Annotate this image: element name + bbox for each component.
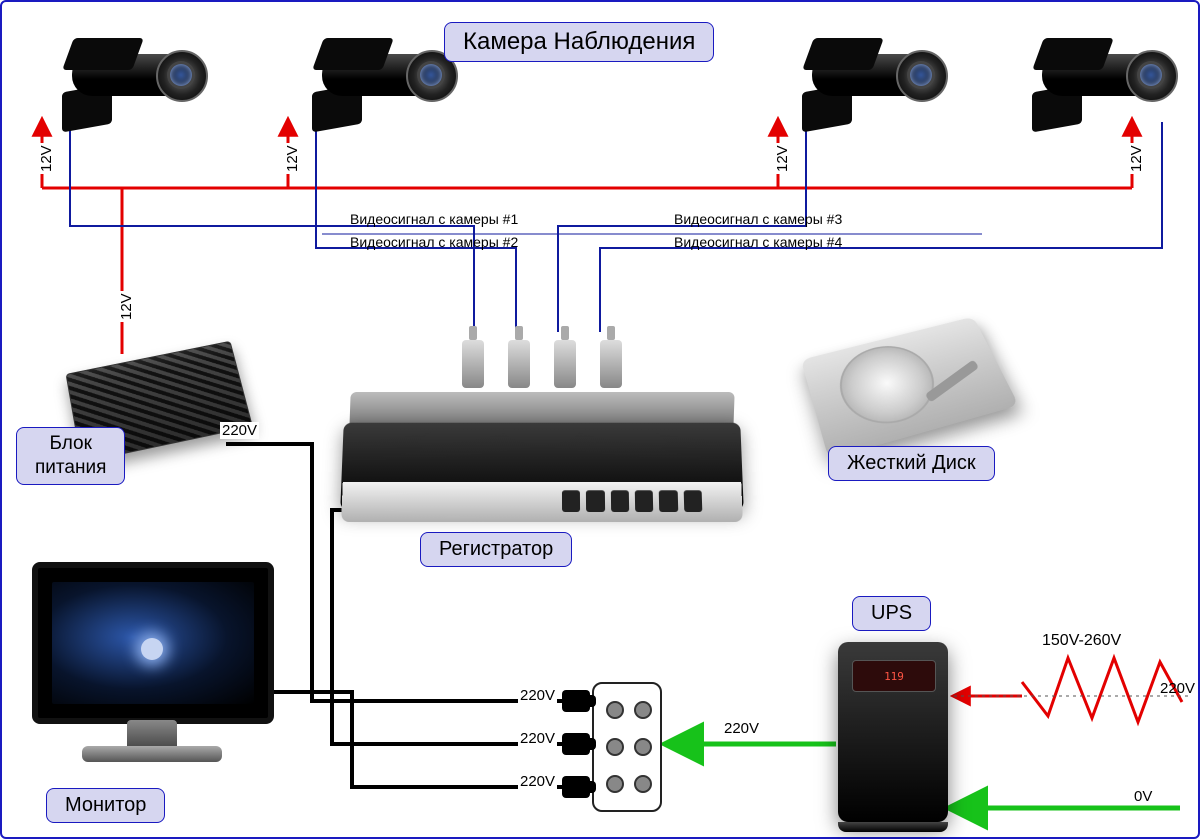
label-hdd: Жесткий Диск	[828, 446, 995, 481]
plug-1	[562, 690, 590, 712]
hard-disk	[812, 322, 1002, 442]
ups-display: 119	[852, 660, 936, 692]
power-strip	[592, 682, 662, 812]
camera-1	[42, 20, 212, 130]
label-12v-cam3: 12V	[774, 143, 791, 174]
camera-3	[782, 20, 952, 130]
label-ups-mid: 220V	[1158, 680, 1197, 697]
label-12v-psu-out: 12V	[118, 291, 135, 322]
label-strip-220v-3: 220V	[518, 773, 557, 790]
monitor	[32, 562, 272, 762]
label-dvr: Регистратор	[420, 532, 572, 567]
label-monitor: Монитор	[46, 788, 165, 823]
label-12v-cam2: 12V	[284, 143, 301, 174]
label-ups-out-220v: 220V	[722, 720, 761, 737]
label-strip-220v-2: 220V	[518, 730, 557, 747]
label-cameras-title: Камера Наблюдения	[444, 22, 714, 62]
bnc-connectors	[462, 340, 622, 390]
label-signal-4: Видеосигнал с камеры #4	[674, 234, 842, 250]
label-signal-3: Видеосигнал с камеры #3	[674, 211, 842, 227]
dvr-recorder	[342, 392, 742, 522]
label-signal-1: Видеосигнал с камеры #1	[350, 211, 518, 227]
ups-unit: 119	[838, 642, 948, 822]
camera-4	[1012, 20, 1182, 130]
label-ups-range: 150V-260V	[1040, 632, 1123, 650]
label-signal-2: Видеосигнал с камеры #2	[350, 234, 518, 250]
label-12v-cam1: 12V	[38, 143, 55, 174]
label-ups: UPS	[852, 596, 931, 631]
label-psu-220v: 220V	[220, 422, 259, 439]
plug-3	[562, 776, 590, 798]
label-12v-cam4: 12V	[1128, 143, 1145, 174]
camera-2	[292, 20, 462, 130]
diagram-canvas: Камера Наблюдения 12V 12V 12V 12V 12V Ви…	[0, 0, 1200, 839]
plug-2	[562, 733, 590, 755]
label-ups-0v: 0V	[1132, 788, 1154, 805]
label-psu: Блок питания	[16, 427, 125, 485]
label-strip-220v-1: 220V	[518, 687, 557, 704]
